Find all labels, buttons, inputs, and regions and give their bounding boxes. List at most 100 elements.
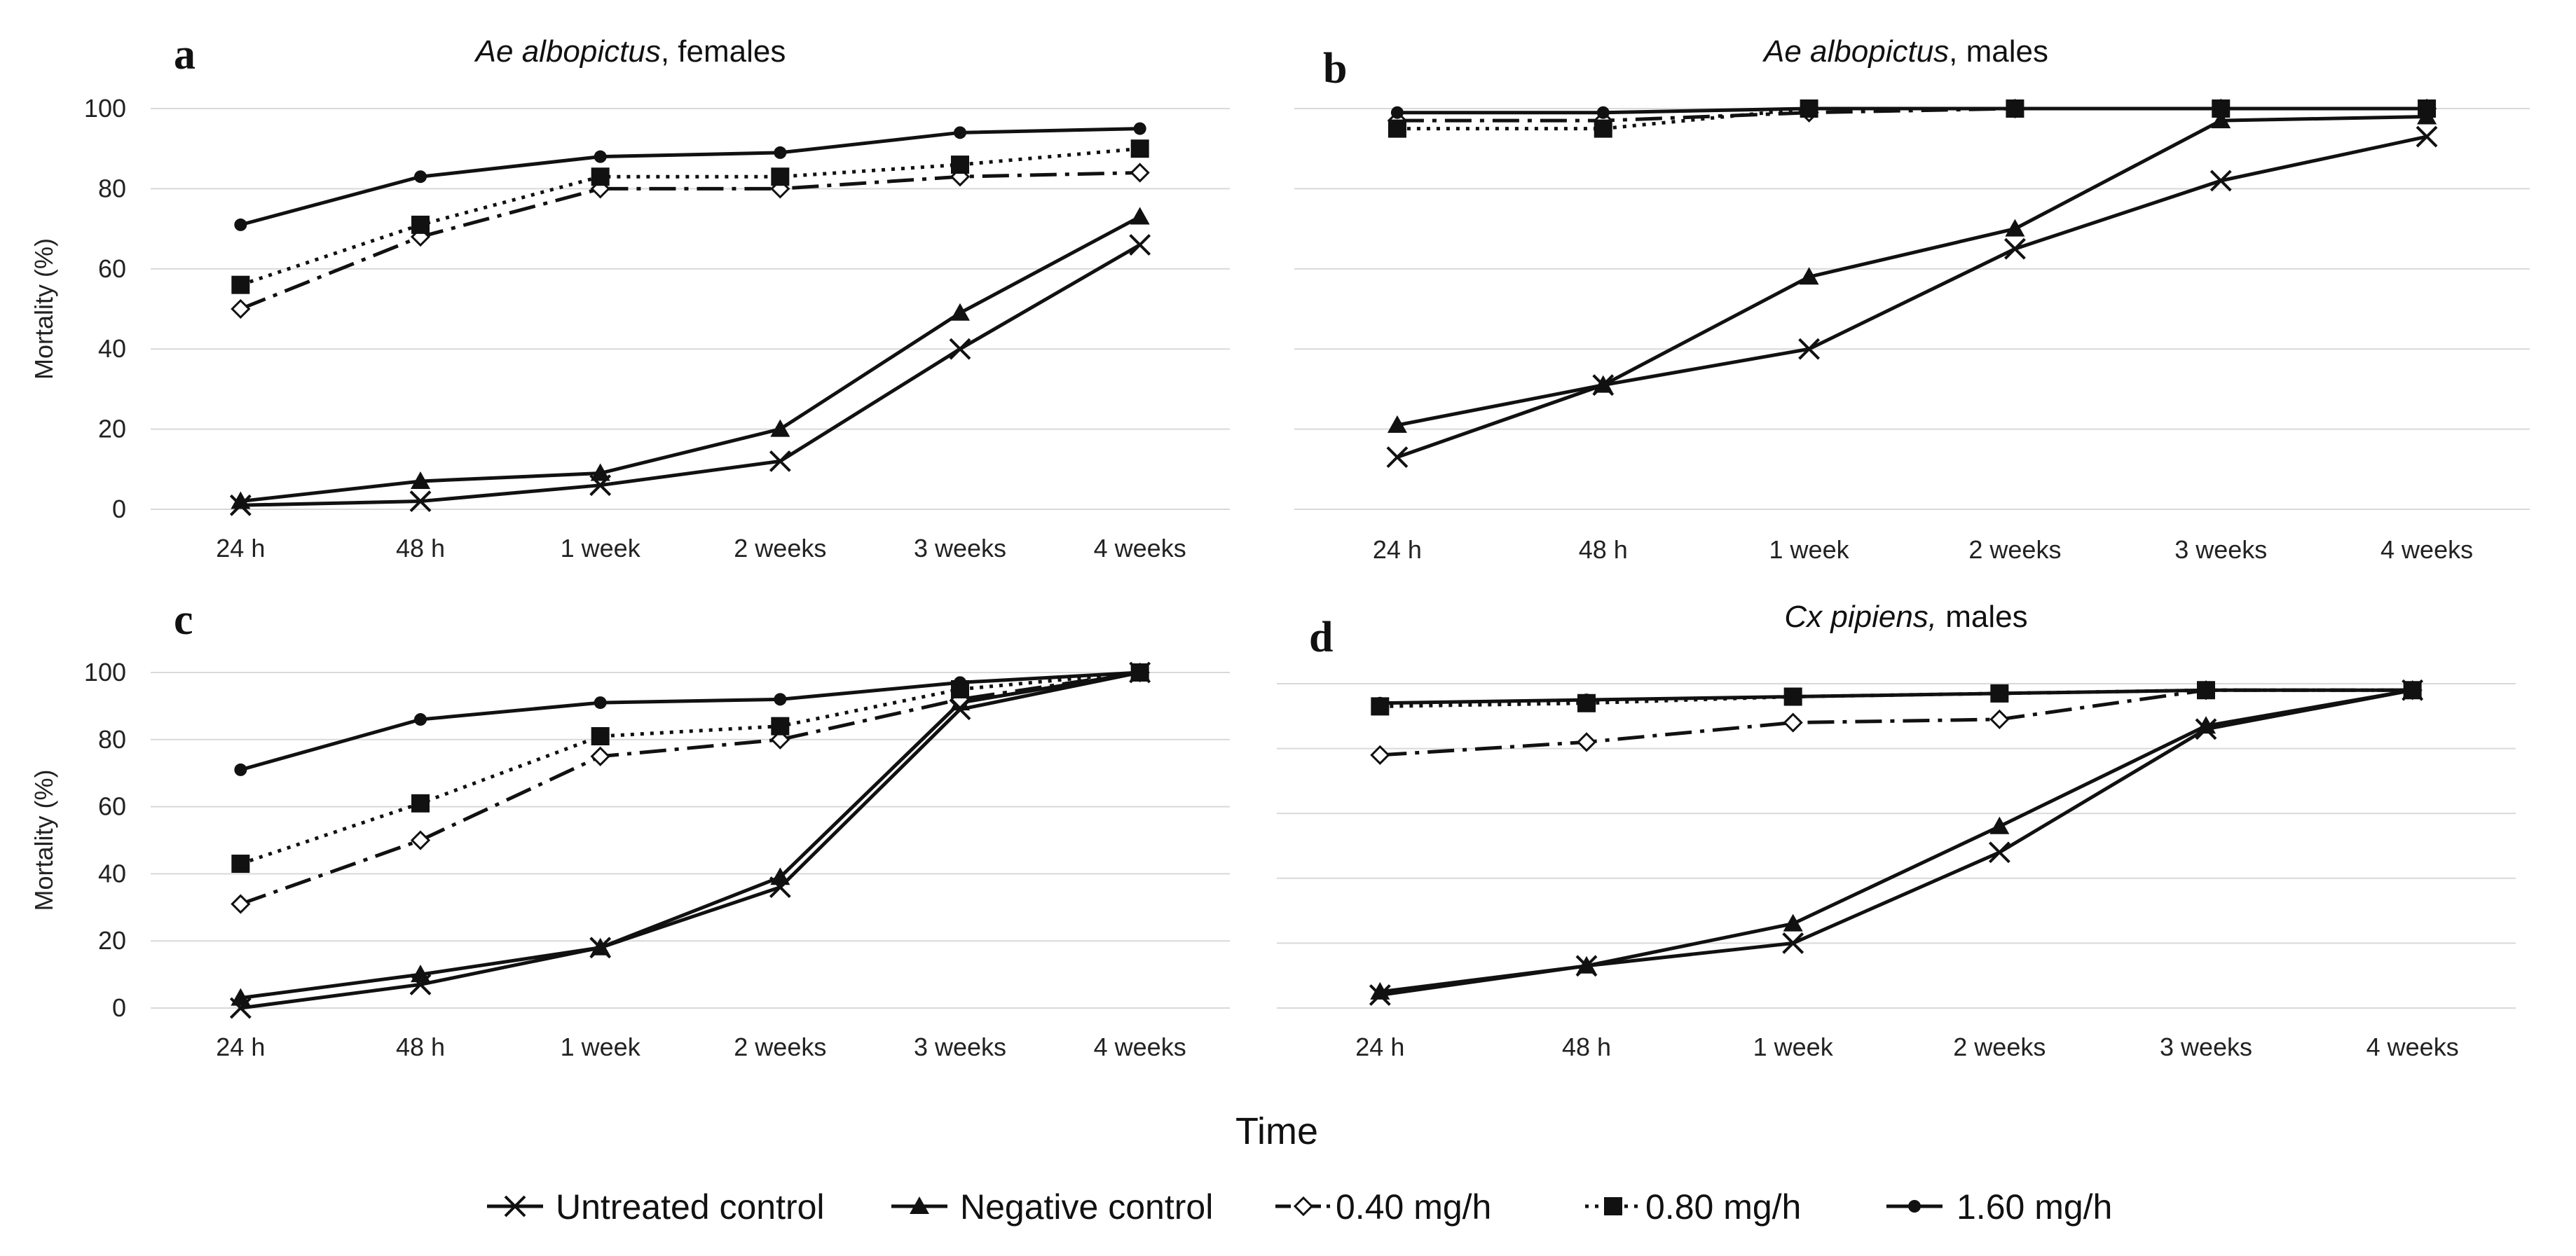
series-untreated-control [1386,125,2438,469]
y-axis-label: Mortality (%) [29,769,58,911]
data-point-0-80-mg-h-2-weeks [771,717,790,736]
data-point-1-60-mg-h-24-h [234,218,247,231]
data-point-negative-control-24-h [1370,981,1390,1000]
data-point-0-80-mg-h-1-week [591,727,610,746]
data-point-1-60-mg-h-48-h [414,170,427,184]
series-line-1-60-mg-h [1397,106,2427,115]
series-line-untreated-control [1397,134,2427,459]
data-point-negative-control-48-h [1577,955,1596,974]
data-point-1-60-mg-h-3-weeks [2200,684,2212,697]
series-line-1-60-mg-h [1380,688,2413,705]
data-point-negative-control-3-weeks [2211,111,2231,129]
data-point-1-60-mg-h-1-week [594,150,607,163]
x-axis-title: Time [1235,1110,1318,1152]
x-tick-label-24-h: 24 h [216,1033,265,1061]
legend-marker [1604,1197,1622,1215]
legend-marker [910,1196,929,1214]
data-point-1-60-mg-h-1-week [594,696,607,710]
data-point-0-40-mg-h-1-week [590,746,610,766]
data-point-0-80-mg-h-48-h [1594,119,1612,138]
x-tick-label-2-weeks: 2 weeks [734,1033,826,1061]
data-point-negative-control-1-week [1799,267,1819,285]
data-point-0-80-mg-h-3-weeks [951,156,969,174]
data-point-0-80-mg-h-2-weeks [771,167,790,186]
data-point-negative-control-4-weeks [1130,207,1150,225]
legend-item-0-40-mg-h: 0.40 mg/h [1275,1187,1491,1227]
data-point-1-60-mg-h-4-weeks [2420,102,2434,115]
x-tick-label-4-weeks: 4 weeks [2366,1033,2459,1061]
data-point-1-60-mg-h-3-weeks [954,676,966,689]
series-line-negative-control [240,215,1141,504]
data-point-negative-control-24-h [1387,415,1407,433]
data-point-1-60-mg-h-48-h [414,713,427,726]
data-point-1-60-mg-h-3-weeks [2214,102,2228,115]
panel-c: 0 20 40 60 80 100 24 h 48 h 1 week 2 weeks 3 weeks… [29,596,1230,1061]
data-point-untreated-control-3-weeks [2210,170,2232,192]
x-tick-label-48-h: 48 h [396,1033,445,1061]
series-negative-control [1370,680,2423,1000]
series-0-40-mg-h [231,163,1150,319]
series-negative-control [231,207,1150,509]
data-point-0-80-mg-h-1-week [591,167,610,186]
series-line-0-40-mg-h [240,670,1141,906]
data-point-1-60-mg-h-2-weeks [1993,686,2006,700]
x-tick-label-3-weeks: 3 weeks [914,534,1006,563]
y-tick-label-0: 0 [112,495,126,523]
y-axis-label: Mortality (%) [29,238,58,380]
data-point-negative-control-2-weeks [1989,816,2010,834]
data-point-0-40-mg-h-4-weeks [1130,163,1150,183]
y-tick-label-60: 60 [98,792,126,821]
series-negative-control [1387,106,2437,433]
y-tick-label-80: 80 [98,174,126,202]
legend-label: 0.80 mg/h [1645,1187,1801,1227]
data-point-untreated-control-2-weeks [1988,841,2010,864]
legend-item-untreated-control: Untreated control [487,1187,825,1227]
x-tick-label-48-h: 48 h [396,534,445,563]
series-line-negative-control [1397,114,2427,427]
series-line-untreated-control [1379,688,2413,997]
data-point-1-60-mg-h-1-week [1786,690,1800,703]
series-negative-control [231,663,1150,1006]
data-point-0-80-mg-h-48-h [411,794,430,813]
data-point-negative-control-3-weeks [2196,716,2216,734]
panel-a: 0 20 40 60 80 100 24 h 48 h 1 week 2 weeks 3 weeks… [29,31,1230,563]
panel-letter: a [174,31,196,78]
panel-title: Cx pipiens, males [1784,600,2027,634]
y-tick-label-100: 100 [84,94,126,123]
x-tick-label-2-weeks: 2 weeks [1968,535,2061,564]
data-point-negative-control-48-h [1593,375,1613,393]
data-point-1-60-mg-h-2-weeks [2008,102,2022,115]
data-point-untreated-control-2-weeks [769,450,791,472]
legend-item-negative-control: Negative control [891,1187,1213,1227]
series-line-1-60-mg-h [240,127,1140,227]
series-line-0-40-mg-h [240,171,1140,311]
y-tick-label-0: 0 [112,993,126,1022]
data-point-negative-control-48-h [411,965,430,983]
data-point-1-60-mg-h-24-h [1390,106,1404,119]
y-tick-label-100: 100 [84,658,126,686]
x-tick-label-1-week: 1 week [561,1033,641,1061]
series-line-untreated-control [240,243,1141,507]
data-point-0-40-mg-h-2-weeks [1989,709,2010,730]
series-untreated-control [229,661,1151,1019]
x-tick-label-4-weeks: 4 weeks [2380,535,2473,564]
panel-letter: c [174,596,193,644]
x-tick-label-3-weeks: 3 weeks [2174,535,2267,564]
x-tick-label-2-weeks: 2 weeks [1953,1033,2046,1061]
data-point-0-40-mg-h-48-h [410,830,431,850]
data-point-negative-control-1-week [590,463,610,481]
series-line-0-80-mg-h [240,670,1140,866]
data-point-0-40-mg-h-2-weeks [770,729,790,750]
legend: Untreated control Negative control 0.40 mg… [487,1187,2112,1227]
legend-item-0-80-mg-h: 0.80 mg/h [1585,1187,1801,1227]
series-untreated-control [229,234,1151,516]
x-tick-label-3-weeks: 3 weeks [2160,1033,2252,1061]
x-tick-label-4-weeks: 4 weeks [1094,1033,1186,1061]
data-point-untreated-control-24-h [1386,446,1409,469]
data-point-negative-control-3-weeks [950,303,970,321]
data-point-1-60-mg-h-3-weeks [954,126,966,139]
series-untreated-control [1369,679,2424,1006]
legend-marker [504,1195,526,1217]
data-point-negative-control-1-week [590,937,610,955]
